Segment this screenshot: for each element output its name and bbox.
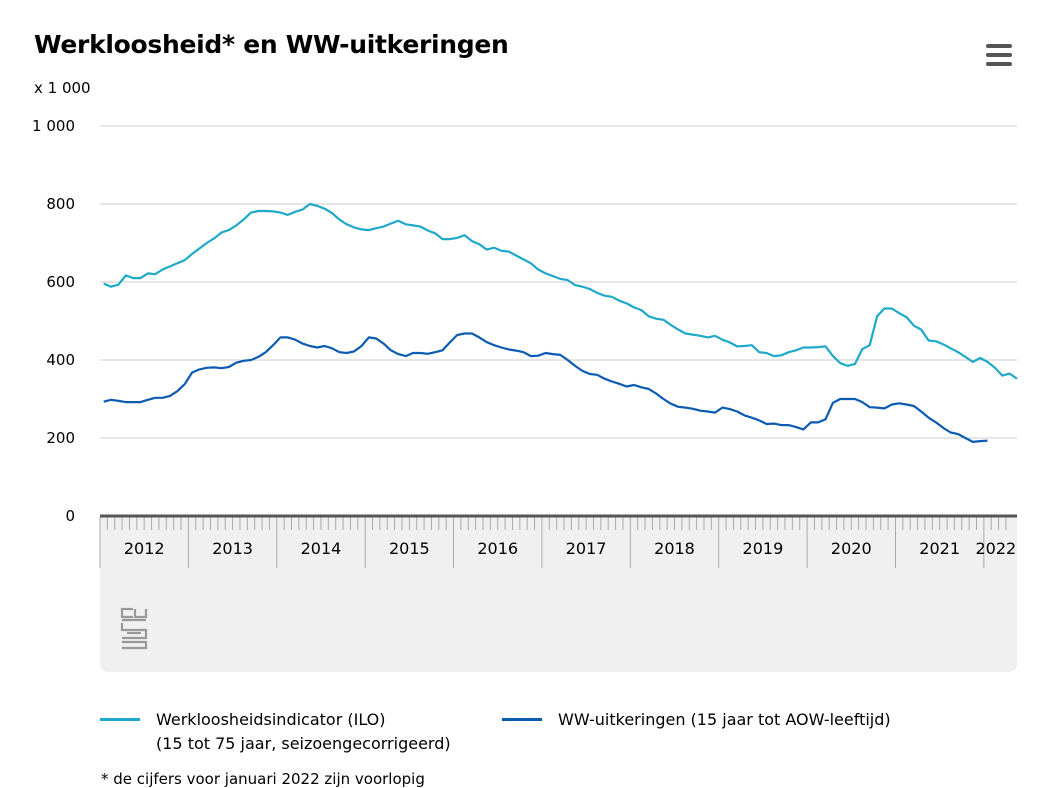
x-tick-label: 2012 xyxy=(124,539,165,558)
y-tick-label: 400 xyxy=(46,351,75,369)
x-tick-label: 2018 xyxy=(654,539,695,558)
legend-swatch-ww xyxy=(502,718,542,721)
legend-item-ilo[interactable]: Werkloosheidsindicator (ILO) (15 tot 75 … xyxy=(100,708,451,756)
legend-item-ww[interactable]: WW-uitkeringen (15 jaar tot AOW-leeftijd… xyxy=(502,708,891,732)
series-line-ww[interactable] xyxy=(103,332,988,443)
series-lines xyxy=(103,202,1018,443)
x-tick-label: 2016 xyxy=(477,539,518,558)
x-tick-label: 2015 xyxy=(389,539,430,558)
legend-swatch-ilo xyxy=(100,718,140,721)
footnote: * de cijfers voor januari 2022 zijn voor… xyxy=(101,770,425,788)
x-tick-label: 2017 xyxy=(566,539,607,558)
y-tick-label: 600 xyxy=(46,273,75,291)
y-tick-label: 800 xyxy=(46,195,75,213)
x-axis-band xyxy=(100,516,1017,672)
y-tick-label: 1 000 xyxy=(32,117,75,135)
x-tick-label: 2014 xyxy=(301,539,342,558)
legend-label-ilo: Werkloosheidsindicator (ILO) (15 tot 75 … xyxy=(156,710,451,753)
hamburger-menu-icon[interactable] xyxy=(983,40,1015,70)
x-tick-label: 2019 xyxy=(743,539,784,558)
y-axis-unit-label: x 1 000 xyxy=(34,79,91,97)
y-tick-label: 200 xyxy=(46,429,75,447)
x-tick-label: 2021 xyxy=(919,539,960,558)
x-axis-ticks: 2012 2013 2014 2015 2016 2017 2018 2019 2020 2021… xyxy=(99,517,1016,568)
gridlines xyxy=(100,125,1017,439)
x-tick-label: 2013 xyxy=(212,539,253,558)
legend-label-ww: WW-uitkeringen (15 jaar tot AOW-leeftijd… xyxy=(558,710,891,729)
x-tick-label: 2022 xyxy=(975,539,1016,558)
cbs-logo-icon xyxy=(120,607,148,650)
x-axis-band-top xyxy=(100,516,1017,528)
x-tick-label: 2020 xyxy=(831,539,872,558)
y-axis-ticks: 0 200 400 600 800 1 000 xyxy=(32,117,75,525)
y-tick-label: 0 xyxy=(65,507,75,525)
series-line-ilo[interactable] xyxy=(103,202,1018,380)
page-title: Werkloosheid* en WW-uitkeringen xyxy=(34,30,509,59)
